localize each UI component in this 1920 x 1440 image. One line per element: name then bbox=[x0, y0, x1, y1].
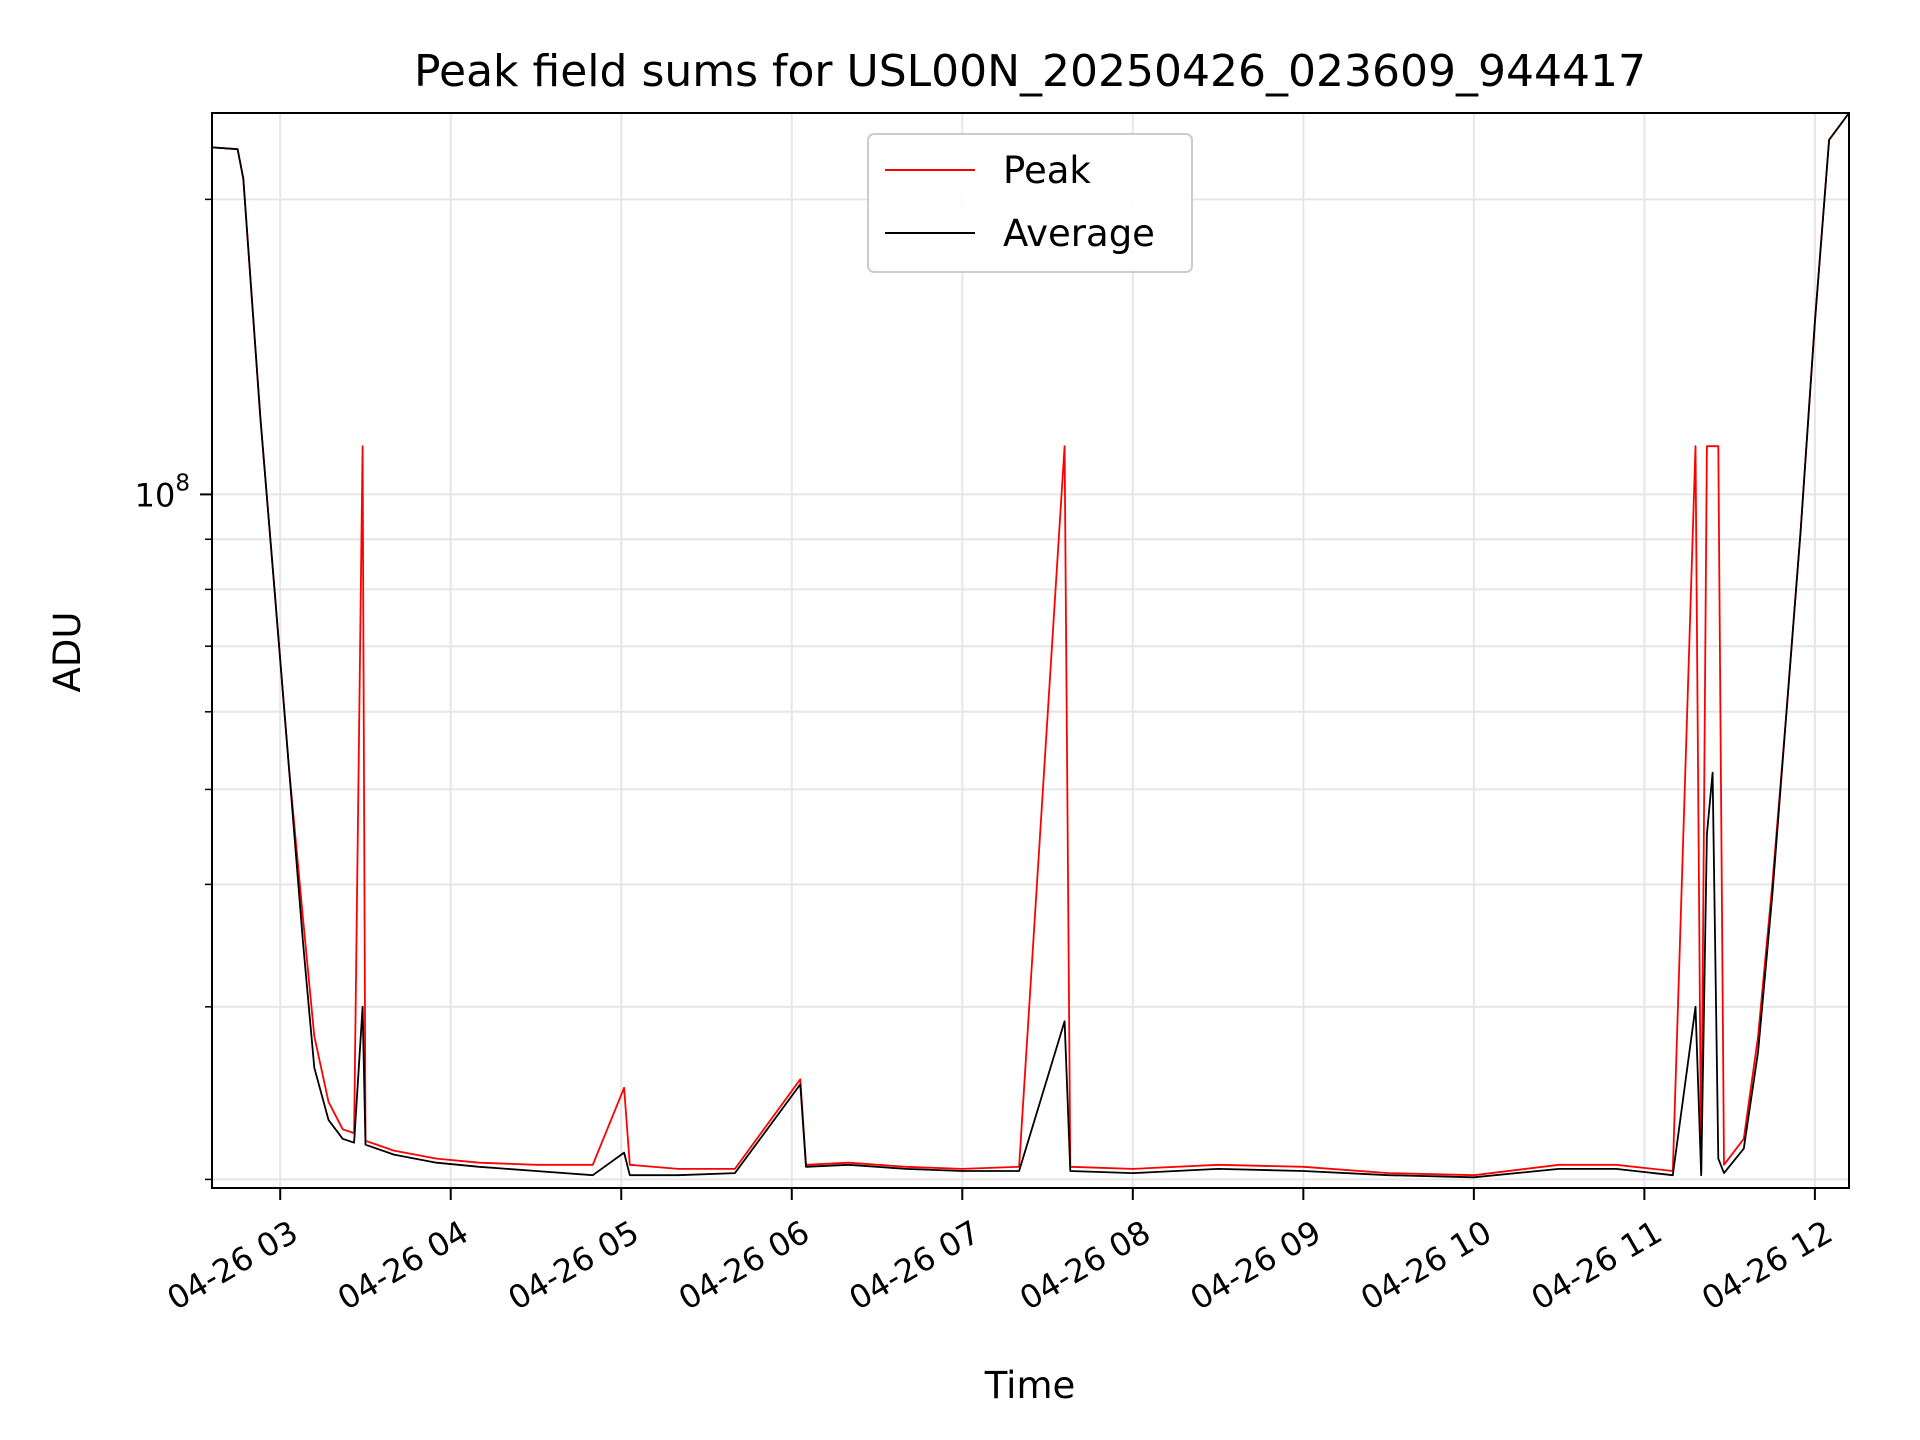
plot-lines bbox=[212, 113, 1849, 1179]
legend-box bbox=[867, 133, 1193, 273]
x-axis-label: Time bbox=[984, 1364, 1076, 1407]
y-axis-label: ADU bbox=[46, 612, 89, 693]
legend-label-average: Average bbox=[1003, 212, 1155, 255]
series-line-peak bbox=[212, 113, 1849, 1177]
series-line-average bbox=[212, 113, 1849, 1179]
grid bbox=[212, 113, 1849, 1188]
y-tick-label: 108 bbox=[135, 470, 190, 514]
y-axis: 108 bbox=[135, 198, 212, 1181]
legend: Peak Average bbox=[867, 133, 1193, 273]
chart-title: Peak field sums for USL00N_20250426_0236… bbox=[414, 46, 1646, 97]
plot-frame bbox=[211, 112, 1850, 1189]
legend-label-peak: Peak bbox=[1003, 149, 1091, 192]
